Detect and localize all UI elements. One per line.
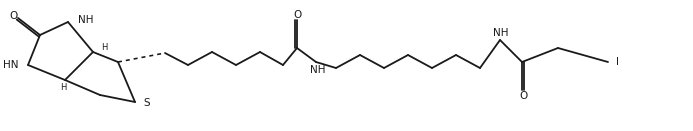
- Text: S: S: [143, 98, 150, 108]
- Text: O: O: [10, 11, 18, 21]
- Text: HN: HN: [3, 60, 18, 70]
- Text: I: I: [616, 57, 619, 67]
- Text: O: O: [293, 10, 301, 20]
- Text: O: O: [519, 91, 527, 101]
- Text: NH: NH: [78, 15, 94, 25]
- Text: H: H: [60, 83, 67, 92]
- Text: NH: NH: [493, 28, 509, 38]
- Text: H: H: [101, 42, 107, 51]
- Text: NH: NH: [310, 65, 326, 75]
